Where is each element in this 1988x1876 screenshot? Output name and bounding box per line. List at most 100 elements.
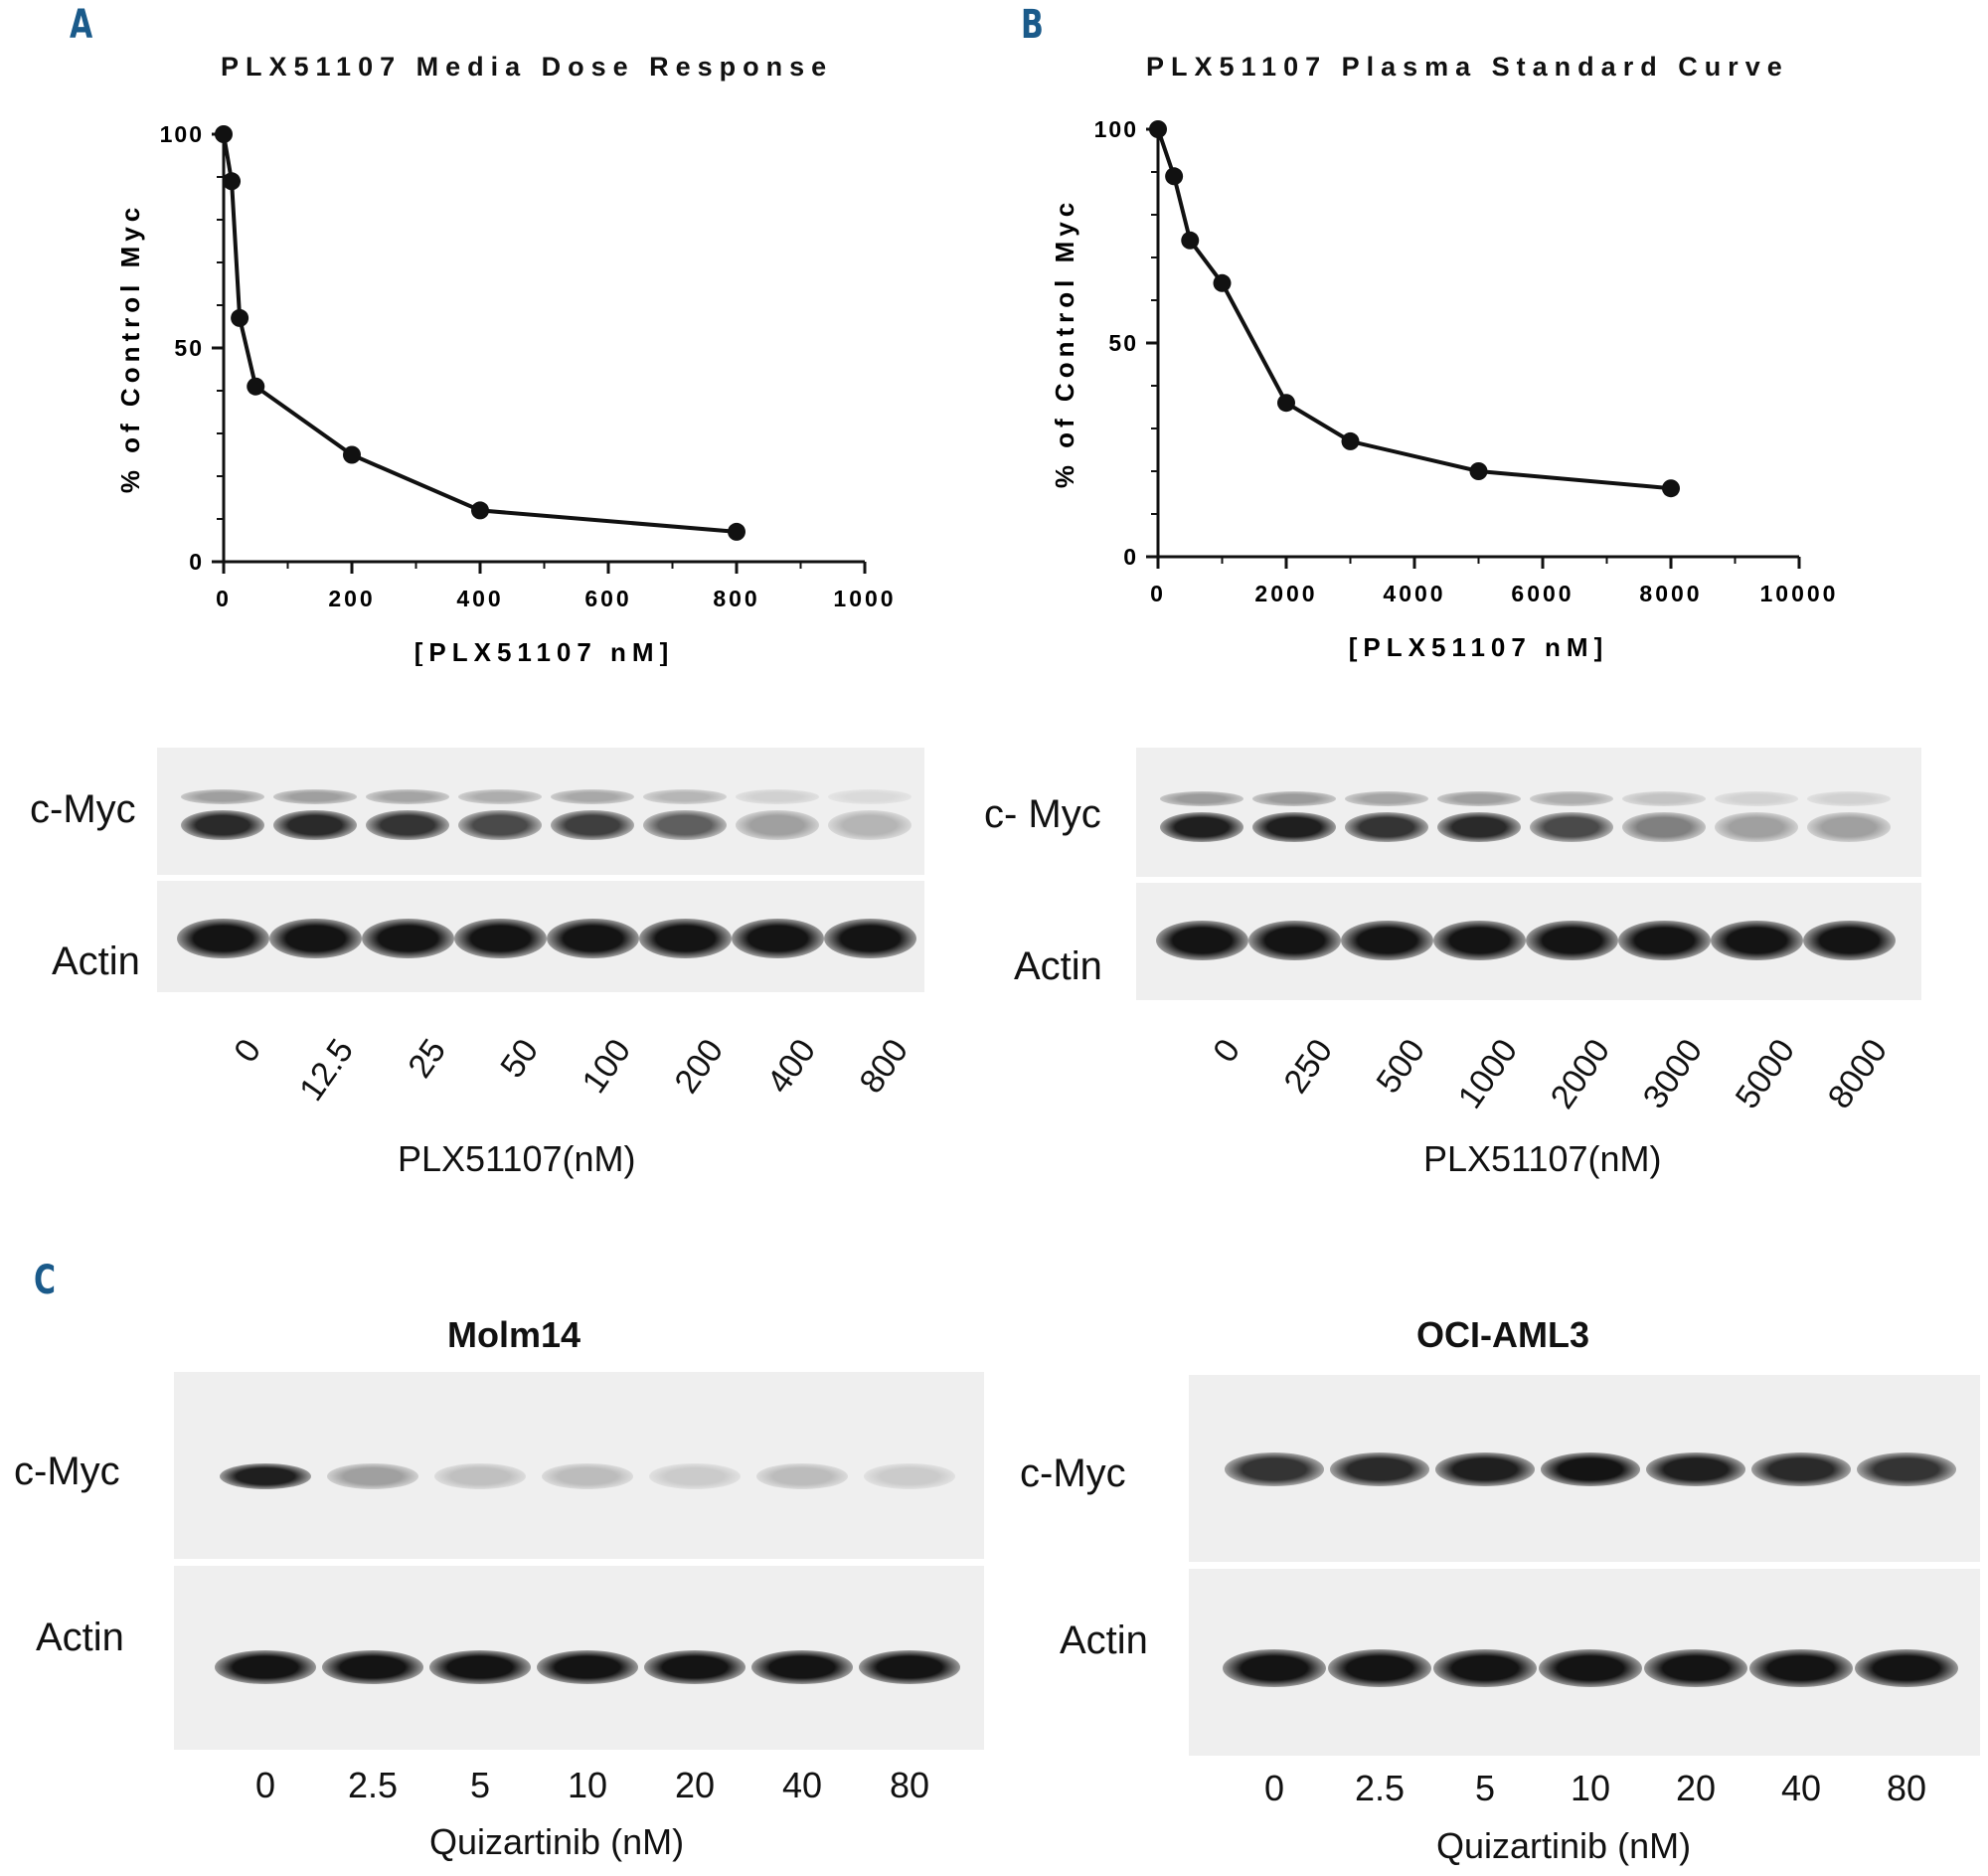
actin-band <box>536 1650 639 1684</box>
molm14-caption: Quizartinib (nM) <box>429 1821 685 1862</box>
concentration-label: 0 <box>254 1765 276 1805</box>
myc-band <box>458 810 542 840</box>
oci-aml3-actin-strip <box>1189 1569 1980 1756</box>
myc-band <box>1622 812 1706 842</box>
actin-band <box>268 919 362 958</box>
actin-band <box>1710 921 1803 960</box>
lane-label: 200 <box>667 1032 732 1101</box>
blot-a-myc-label: c-Myc <box>30 787 136 831</box>
actin-band <box>361 919 454 958</box>
actin-band <box>1223 1649 1326 1687</box>
oci-aml3-caption: Quizartinib (nM) <box>1436 1825 1692 1866</box>
concentration-label: 20 <box>1675 1768 1717 1808</box>
lane-label: 12.5 <box>292 1032 362 1109</box>
myc-band-upper <box>273 789 357 804</box>
myc-band <box>1224 1452 1325 1486</box>
myc-band <box>1160 812 1243 842</box>
myc-band <box>1645 1452 1746 1486</box>
lane-label: 1000 <box>1450 1032 1526 1116</box>
actin-band <box>1539 1649 1642 1687</box>
data-point <box>1662 479 1680 498</box>
myc-band-upper <box>828 789 911 804</box>
actin-band <box>1525 921 1618 960</box>
blot-b-actin-label: Actin <box>1014 944 1102 988</box>
lane-label: 400 <box>759 1032 824 1101</box>
concentration-label: 10 <box>567 1765 608 1805</box>
myc-band-upper <box>1530 791 1613 806</box>
lane-label: 50 <box>493 1032 547 1086</box>
myc-band-upper <box>366 789 449 804</box>
myc-band-upper <box>458 789 542 804</box>
x-tick-label: 0 <box>1150 581 1166 606</box>
x-axis-label: [PLX51107 nM] <box>1349 632 1609 662</box>
molm14-myc-label: c-Myc <box>14 1450 120 1493</box>
actin-band <box>823 919 916 958</box>
blot-a-actin-label: Actin <box>52 939 140 983</box>
lane-label: 8000 <box>1820 1032 1896 1116</box>
data-point <box>1341 431 1360 450</box>
myc-band <box>1345 812 1428 842</box>
panel-label-b: B <box>1021 2 1044 48</box>
concentration-label: 80 <box>1886 1768 1927 1808</box>
actin-band <box>638 919 732 958</box>
myc-band <box>551 810 634 840</box>
myc-band-upper <box>736 789 819 804</box>
chart-a: 0 200 400 600 800 1000 0 50 100 [PLX51107 nM] % of… <box>115 121 894 666</box>
myc-band <box>736 810 819 840</box>
series-line <box>1156 128 1672 491</box>
data-point <box>471 501 489 520</box>
data-point <box>223 172 242 191</box>
data-point <box>1469 462 1488 480</box>
y-tick-label: 50 <box>1108 330 1138 356</box>
myc-band-upper <box>1437 791 1521 806</box>
x-axis-label: [PLX51107 nM] <box>414 637 675 666</box>
lane-label: 100 <box>575 1032 639 1101</box>
actin-band <box>750 1650 854 1684</box>
actin-band <box>546 919 639 958</box>
actin-band <box>1855 1649 1958 1687</box>
concentration-label: 10 <box>1570 1768 1611 1808</box>
x-tick-label: 200 <box>328 586 375 611</box>
actin-band <box>1749 1649 1853 1687</box>
molm14-myc-strip <box>174 1372 984 1559</box>
myc-band <box>643 810 727 840</box>
myc-band <box>649 1463 741 1489</box>
y-tick-label: 100 <box>1094 116 1138 142</box>
molm14-actin-label: Actin <box>36 1616 124 1659</box>
series-line <box>222 133 738 534</box>
blot-b-myc-label: c- Myc <box>984 792 1101 836</box>
x-tick-label: 600 <box>584 586 631 611</box>
myc-band-upper <box>1252 791 1336 806</box>
lane-label: 3000 <box>1635 1032 1711 1116</box>
panel-label-a: A <box>70 2 93 48</box>
data-point <box>1165 167 1184 186</box>
data-point <box>231 308 249 327</box>
data-point <box>247 377 265 396</box>
myc-band <box>542 1463 633 1489</box>
data-point <box>728 522 746 541</box>
myc-band <box>756 1463 848 1489</box>
chart-b-title: PLX51107 Plasma Standard Curve <box>1146 52 1789 82</box>
myc-band <box>273 810 357 840</box>
myc-band-upper <box>1715 791 1798 806</box>
lane-label: 25 <box>401 1032 454 1086</box>
blot-b-actin-strip <box>1136 883 1921 1000</box>
myc-band-upper <box>1622 791 1706 806</box>
myc-band <box>1715 812 1798 842</box>
actin-band <box>1155 921 1248 960</box>
myc-band <box>1750 1452 1852 1486</box>
x-tick-label: 400 <box>456 586 503 611</box>
actin-band <box>1432 921 1526 960</box>
myc-band <box>1530 812 1613 842</box>
actin-band <box>1644 1649 1747 1687</box>
oci-aml3-myc-strip <box>1189 1375 1980 1562</box>
oci-aml3-myc-label: c-Myc <box>1020 1451 1126 1495</box>
data-point <box>343 445 361 464</box>
y-axis-label: % of Control Myc <box>1050 198 1079 488</box>
myc-band <box>434 1463 526 1489</box>
actin-band <box>214 1650 317 1684</box>
myc-band <box>327 1463 418 1489</box>
myc-band <box>1856 1452 1957 1486</box>
actin-band <box>1617 921 1711 960</box>
x-tick-label: 4000 <box>1383 581 1445 606</box>
